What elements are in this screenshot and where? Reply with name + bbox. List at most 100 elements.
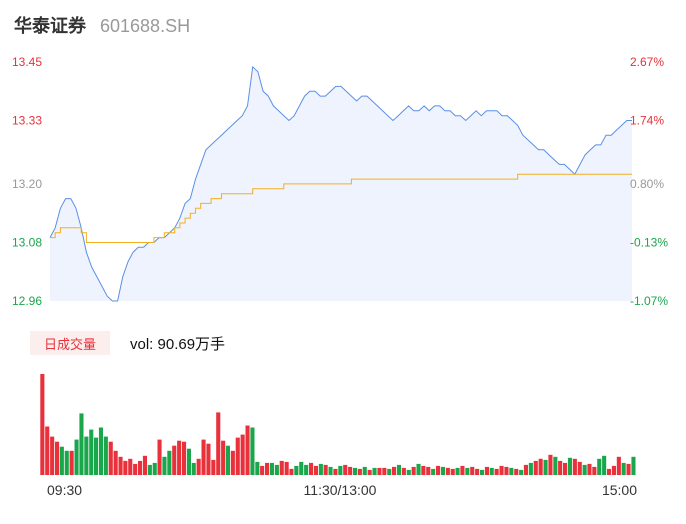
volume-bar [79, 413, 84, 475]
volume-bar [157, 439, 162, 475]
volume-bar [50, 436, 55, 475]
volume-bar [221, 440, 226, 475]
volume-bar [94, 437, 99, 475]
volume-bar [470, 466, 475, 475]
volume-bar [118, 456, 123, 475]
volume-bar [367, 469, 372, 475]
volume-bar [74, 439, 79, 475]
volume-bar [309, 462, 314, 475]
y-tick-label: 12.96 [12, 294, 42, 308]
volume-bar [64, 450, 69, 475]
volume-bar [411, 466, 416, 475]
volume-bar [69, 450, 74, 475]
volume-bar [465, 467, 470, 475]
volume-readout: vol: 90.69万手 [130, 335, 226, 353]
volume-bar [172, 445, 177, 475]
volume-bar [89, 429, 94, 476]
stock-code: 601688.SH [100, 16, 191, 36]
volume-bar [313, 465, 318, 475]
volume-bar [152, 462, 157, 475]
volume-bar [445, 467, 450, 475]
volume-bar [191, 462, 196, 475]
volume-bar [84, 436, 89, 475]
volume-bar [509, 467, 514, 475]
volume-bar [577, 461, 582, 475]
volume-bar [230, 450, 235, 475]
volume-bar [182, 441, 187, 475]
stock-name: 华泰证券 [14, 16, 86, 37]
volume-bar [406, 469, 411, 475]
volume-bar [514, 468, 519, 475]
volume-bar [40, 374, 45, 475]
volume-bar [563, 462, 568, 475]
volume-bar [98, 427, 103, 475]
volume-bar [631, 456, 636, 475]
volume-bar [582, 464, 587, 475]
volume-bar [372, 467, 377, 475]
volume-bar [133, 463, 138, 475]
volume-bar [455, 467, 460, 475]
volume-bar [499, 465, 504, 475]
y-tick-label: 13.33 [12, 114, 42, 128]
volume-bar [621, 462, 626, 475]
volume-bar [123, 460, 128, 475]
volume-bar [611, 465, 616, 475]
volume-bar [592, 466, 597, 475]
volume-bar [289, 468, 294, 475]
volume-bar [255, 461, 260, 475]
volume-bar [523, 464, 528, 475]
volume-bar [201, 439, 206, 475]
volume-bar [396, 464, 401, 475]
volume-bar [235, 437, 240, 475]
price-line [49, 65, 632, 302]
volume-bar [436, 465, 441, 475]
volume-bar [260, 465, 265, 475]
volume-tab[interactable]: 日成交量 [30, 331, 110, 355]
volume-bar [216, 412, 221, 475]
volume-bar [138, 460, 143, 475]
volume-bar [392, 466, 397, 475]
volume-bar [328, 466, 333, 475]
volume-bar [558, 460, 563, 475]
volume-bar [543, 459, 548, 475]
volume-bar [431, 468, 436, 475]
stock-header: 华泰证券 601688.SH [14, 12, 190, 40]
volume-bar [240, 434, 245, 475]
volume-bar [597, 458, 602, 475]
volume-bar [343, 464, 348, 475]
volume-bar [548, 454, 553, 475]
volume-bar [607, 468, 612, 475]
volume-bar [59, 446, 64, 475]
x-tick-label: 09:30 [47, 482, 82, 498]
volume-bar [142, 455, 147, 475]
volume-bar [113, 450, 118, 475]
volume-bar [318, 463, 323, 475]
volume-bar [362, 466, 367, 475]
volume-bar [357, 468, 362, 475]
volume-bar [299, 461, 304, 475]
volume-bar [484, 466, 489, 475]
volume-bar [147, 464, 152, 475]
volume-bar [572, 458, 577, 475]
volume-bar [162, 456, 167, 475]
volume-bar [460, 465, 465, 475]
volume-bar [338, 465, 343, 475]
volume-bar [440, 466, 445, 475]
volume-bar [450, 468, 455, 475]
volume-bar [567, 457, 572, 475]
volume-bar [333, 468, 338, 475]
volume-bar [108, 441, 113, 475]
volume-bar [475, 468, 480, 475]
volume-bar [245, 425, 250, 475]
volume-bar [323, 464, 328, 475]
y-right-tick-label: -1.07% [630, 294, 668, 308]
y-right-tick-label: 0.80% [630, 177, 664, 191]
volume-bar [416, 463, 421, 475]
volume-bar [602, 455, 607, 475]
volume-bar [626, 463, 631, 475]
volume-bar [494, 468, 499, 475]
volume-bar [304, 464, 309, 475]
volume-bar [250, 427, 255, 475]
volume-bar [480, 469, 485, 475]
